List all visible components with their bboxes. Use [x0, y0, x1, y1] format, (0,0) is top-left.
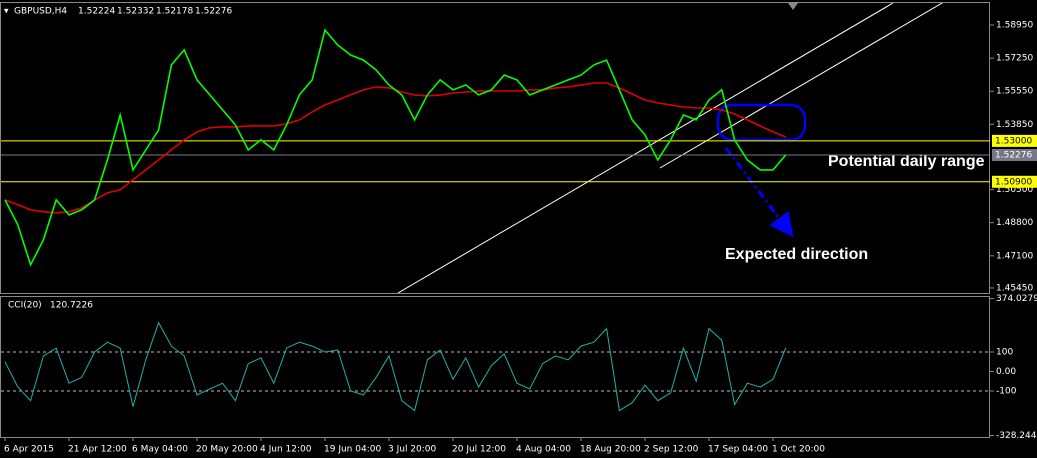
main-pane: [0, 2, 990, 294]
y-tick-label: 1.48800: [996, 218, 1033, 228]
x-tick-label: 4 Jun 12:00: [260, 445, 312, 455]
y-tick-label: -100: [996, 386, 1017, 396]
x-tick-label: 21 Apr 12:00: [68, 445, 127, 455]
open: 1.52224: [78, 7, 115, 17]
y-tick-label: 1.45450: [996, 283, 1033, 293]
x-tick-label: 6 May 04:00: [132, 445, 188, 455]
range-highlight: [716, 103, 807, 142]
symbol-title: GBPUSD,H4: [14, 7, 67, 17]
x-tick-label: 6 Apr 2015: [4, 445, 54, 455]
price-label-bg: [992, 148, 1037, 161]
y-tick-label: 1.53850: [996, 120, 1033, 130]
price-label-bg: [992, 134, 1037, 147]
x-tick-label: 3 Jul 20:00: [388, 445, 437, 455]
x-tick-label: 20 Jul 12:00: [452, 445, 506, 455]
y-tick-label: 1.58950: [996, 21, 1033, 31]
x-tick-label: 4 Aug 04:00: [516, 445, 571, 455]
high: 1.52332: [117, 7, 154, 17]
low: 1.52178: [156, 7, 193, 17]
price-line: [4, 82, 787, 214]
cci-current: 120.7226: [50, 301, 93, 311]
price-label-bg: [992, 175, 1037, 188]
price-line: [4, 28, 787, 267]
x-tick-label: 17 Sep 04:00: [708, 445, 768, 455]
cci-title: CCI(20): [8, 301, 42, 311]
close: 1.52276: [195, 7, 232, 17]
x-tick-label: 18 Aug 20:00: [580, 445, 641, 455]
y-tick-label: 1.55550: [996, 87, 1033, 97]
y-tick-label: 1.47100: [996, 251, 1033, 261]
price-label: 1.52276: [995, 150, 1032, 160]
y-tick-label: 1.57250: [996, 54, 1033, 64]
trend-line: [659, 3, 944, 169]
x-tick-label: 1 Oct 20:00: [772, 445, 825, 455]
shift-marker: [788, 3, 798, 10]
x-tick-label: 2 Sep 12:00: [644, 445, 699, 455]
price-label: 1.53000: [995, 136, 1032, 146]
annotation: Expected direction: [725, 246, 868, 263]
y-tick-label: 0.00: [996, 367, 1016, 377]
x-tick-label: 19 Jun 04:00: [324, 445, 381, 455]
trend-line: [397, 3, 894, 293]
y-tick-label: 1.50500: [996, 185, 1033, 195]
direction-arrow: [724, 147, 794, 238]
y-tick-label: 100: [996, 347, 1013, 357]
price-label: 1.50900: [995, 177, 1032, 187]
y-tick-label: 374.0279: [996, 294, 1037, 304]
trend-channel: [397, 3, 944, 293]
cci-pane: [0, 296, 990, 438]
x-tick-label: 20 May 20:00: [196, 445, 258, 455]
price-line: [4, 321, 787, 412]
annotation: Potential daily range: [828, 153, 985, 170]
menu-arrow: ▾: [4, 7, 9, 17]
